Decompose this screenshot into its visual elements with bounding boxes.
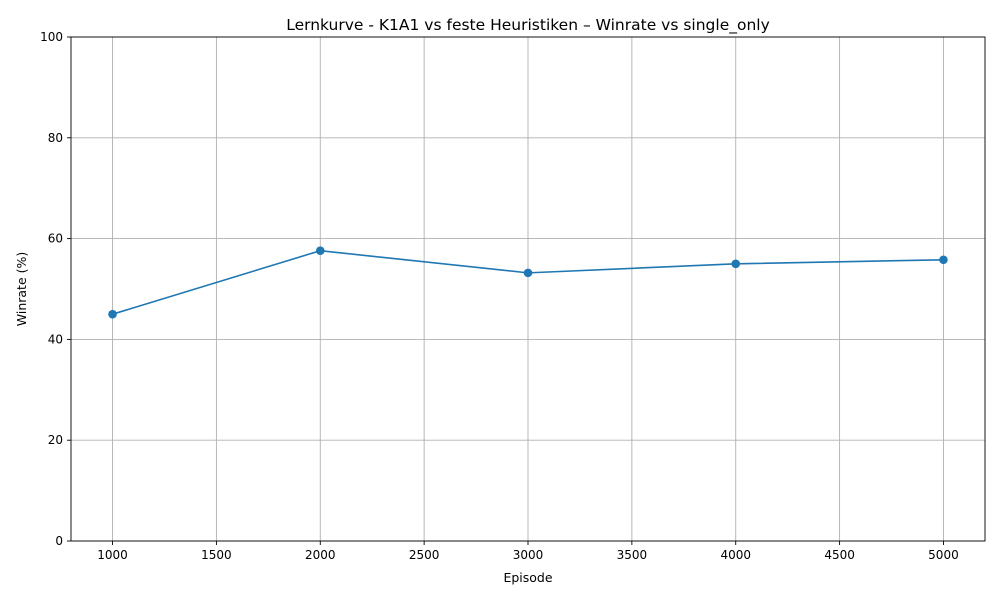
x-tick-label: 4500: [824, 548, 855, 562]
y-tick-label: 80: [48, 131, 63, 145]
y-tick-label: 60: [48, 232, 63, 246]
data-point: [939, 255, 948, 265]
axes: 1000 1500 2000 2500 3000 3500 4000 4500 5000 0 20 4…: [40, 30, 986, 562]
grid: [71, 36, 985, 542]
x-axis-label: Episode: [503, 570, 552, 585]
x-tick-label: 5000: [928, 548, 959, 562]
x-tick-label: 1500: [201, 548, 232, 562]
x-tick-label: 3500: [617, 548, 648, 562]
data-point: [731, 259, 741, 269]
x-tick-label: 1000: [97, 548, 128, 562]
y-tick-label: 100: [40, 30, 63, 44]
y-tick-label: 40: [48, 332, 63, 346]
y-axis-label: Winrate (%): [14, 252, 29, 326]
data-point: [523, 268, 533, 278]
data-point: [315, 246, 325, 255]
y-tick-label: 20: [48, 433, 63, 447]
x-tick-label: 4000: [720, 548, 751, 562]
x-tick-label: 2000: [305, 548, 336, 562]
x-tick-label: 2500: [409, 548, 440, 562]
series-layer: [108, 246, 948, 319]
chart-title: Lernkurve - K1A1 vs feste Heuristiken – …: [286, 16, 770, 35]
y-tick-label: 0: [55, 534, 63, 548]
data-point: [108, 309, 117, 319]
x-tick-label: 3000: [513, 548, 544, 562]
